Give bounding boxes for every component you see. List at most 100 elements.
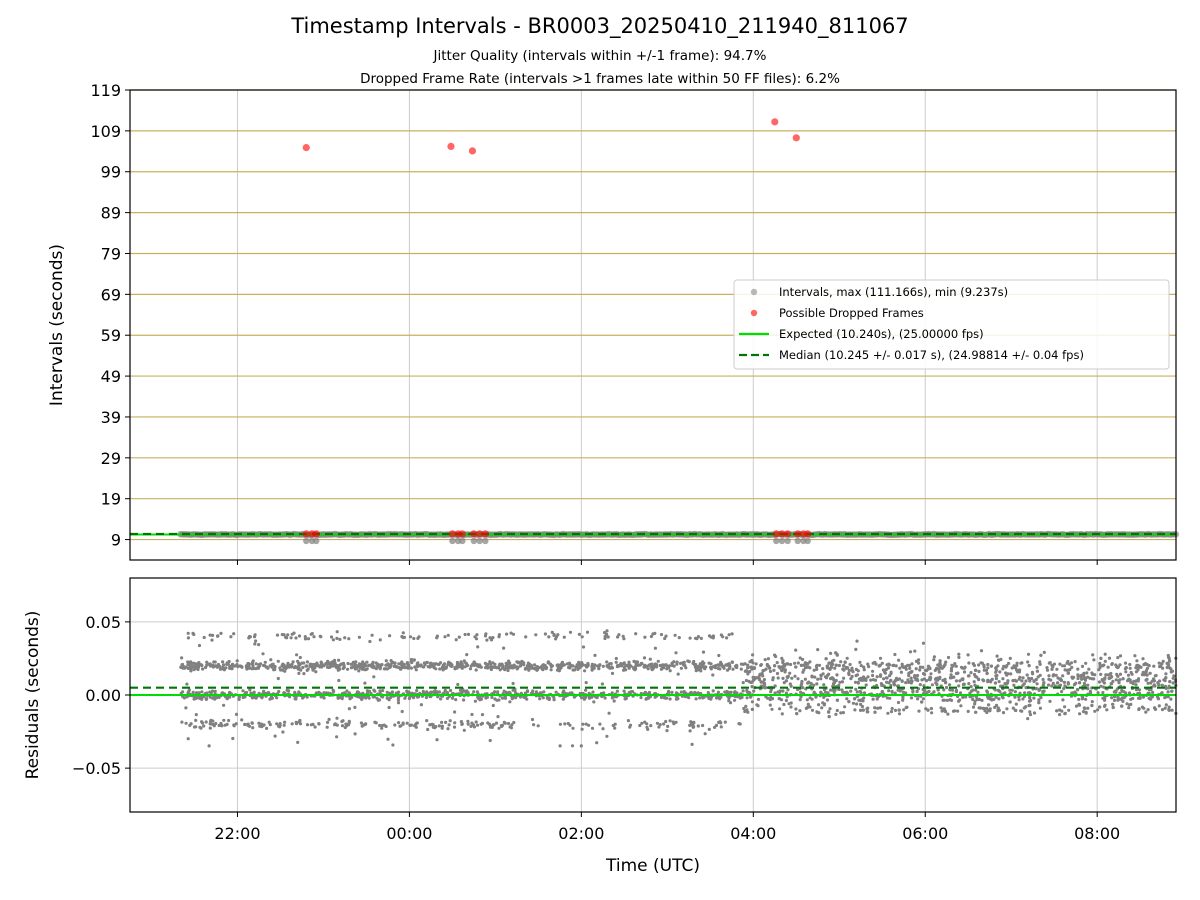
residual-point (491, 661, 495, 665)
residual-point (871, 678, 876, 682)
residual-point (610, 666, 615, 670)
residual-point (1170, 708, 1174, 712)
residual-point (793, 661, 797, 665)
residual-point (251, 659, 255, 663)
residual-point (1021, 676, 1025, 680)
residual-point (847, 700, 851, 704)
residual-point (733, 698, 737, 702)
residual-point (335, 636, 339, 641)
x-tick-label: 06:00 (902, 824, 948, 843)
residual-point (385, 667, 389, 671)
residual-point (439, 697, 443, 701)
residual-point (887, 689, 891, 693)
residual-point (347, 719, 351, 723)
residual-point (760, 680, 764, 684)
residual-point (1011, 679, 1015, 683)
residual-point (507, 665, 511, 670)
residual-point (491, 636, 495, 640)
residual-point (748, 691, 752, 695)
residual-point (907, 673, 911, 678)
residual-point (370, 633, 374, 637)
residual-point (1133, 654, 1137, 658)
residual-point (479, 722, 483, 726)
residual-point (348, 696, 352, 700)
residual-point (810, 675, 814, 679)
residual-point (580, 664, 584, 668)
residual-point (1034, 687, 1038, 691)
residual-point (915, 689, 919, 694)
residual-point (282, 633, 286, 637)
residual-point (635, 660, 639, 664)
residual-point (962, 670, 967, 674)
residual-point (1047, 683, 1051, 687)
residual-point (250, 721, 254, 725)
residual-point (937, 670, 941, 674)
residual-point (986, 678, 990, 682)
residual-point (1050, 684, 1054, 688)
residual-point (217, 723, 221, 728)
residual-point (400, 634, 404, 639)
residual-point (575, 663, 579, 667)
residual-point (789, 684, 793, 688)
bottom-y-tick-label: 0.00 (85, 686, 121, 705)
top-y-tick-label: 79 (101, 244, 121, 263)
residual-point (886, 666, 891, 670)
residual-point (1116, 674, 1120, 678)
residual-point (744, 704, 748, 709)
residual-point (1121, 699, 1125, 704)
residual-point (472, 690, 476, 694)
residual-point (1026, 660, 1030, 664)
residual-point (253, 642, 257, 646)
residual-point (251, 664, 255, 668)
residual-point (468, 667, 472, 671)
residual-point (1022, 706, 1026, 710)
residual-point (294, 697, 298, 701)
residual-point (1147, 664, 1151, 668)
residual-point (1145, 673, 1149, 677)
residual-point (397, 721, 401, 725)
residual-point (425, 661, 429, 665)
residual-point (772, 668, 776, 673)
residual-point (462, 689, 466, 693)
residual-point (876, 706, 880, 710)
residual-point (611, 723, 615, 728)
residual-point (1121, 677, 1125, 681)
residual-point (1011, 706, 1015, 710)
residual-point (400, 660, 404, 664)
residual-point (475, 633, 479, 637)
residual-point (484, 632, 488, 636)
residual-point (691, 725, 695, 729)
x-tick-label: 02:00 (558, 824, 604, 843)
residual-point (357, 635, 361, 639)
residual-point (1039, 695, 1043, 700)
residual-point (1163, 696, 1167, 700)
residual-point (356, 690, 361, 695)
residual-point (1017, 698, 1021, 702)
residual-point (841, 667, 845, 671)
residual-point (517, 660, 521, 664)
residual-point (1137, 677, 1141, 681)
residual-point (568, 666, 572, 670)
residual-point (1036, 675, 1040, 679)
residual-point (1109, 682, 1113, 686)
residual-point (859, 708, 863, 712)
residual-point (745, 708, 749, 712)
residual-point (412, 636, 416, 641)
residual-point (812, 668, 816, 672)
residual-point (506, 668, 510, 673)
residual-point (1082, 677, 1087, 681)
residual-point (1060, 690, 1064, 694)
residual-point (801, 657, 805, 662)
residual-point (860, 704, 865, 709)
residual-point (885, 663, 889, 667)
residual-point (1038, 660, 1042, 664)
residual-point (1101, 664, 1105, 668)
residual-point (966, 653, 970, 657)
residual-point (573, 668, 577, 672)
residual-point (186, 631, 190, 635)
residual-point (347, 637, 351, 641)
residual-point (776, 690, 780, 694)
residual-point (1068, 668, 1072, 672)
dropped-frame-point (792, 134, 800, 142)
residual-point (1118, 654, 1123, 658)
